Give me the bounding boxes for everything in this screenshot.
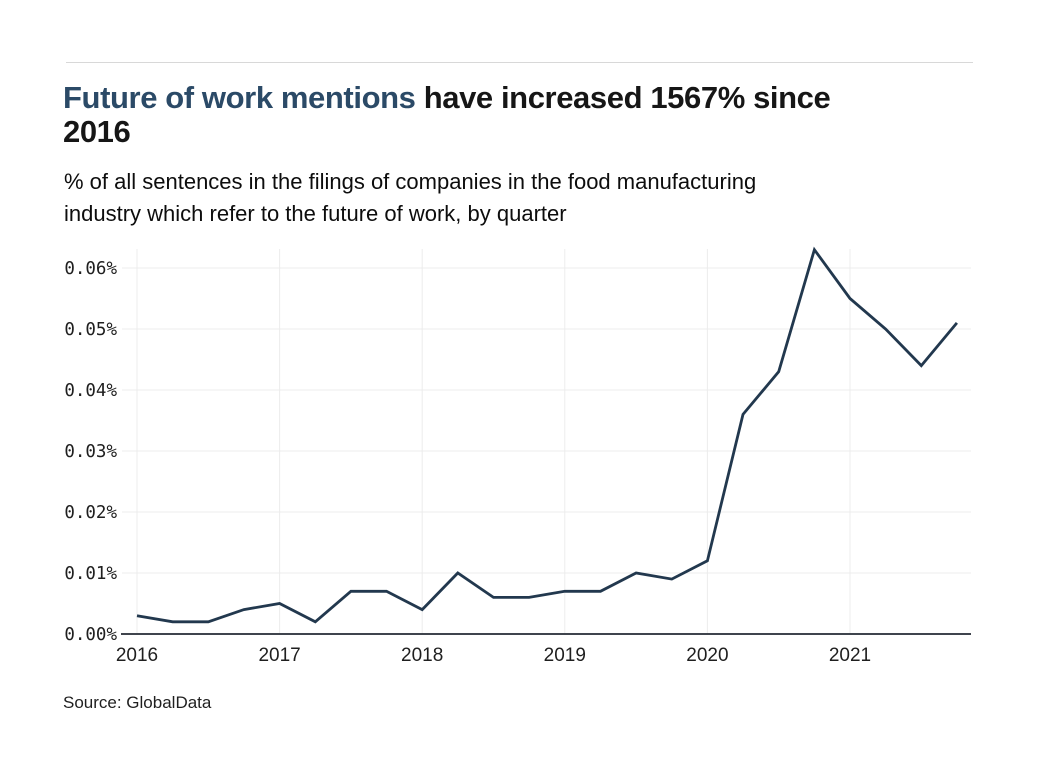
- y-axis-tick-label: 0.05%: [64, 320, 117, 340]
- source-attribution: Source: GlobalData: [63, 693, 212, 712]
- data-line-series: [136, 246, 958, 624]
- y-axis-tick-label: 0.01%: [64, 564, 117, 584]
- chart-title-rest: have increased 1567% since: [415, 80, 831, 115]
- chart-subtitle: % of all sentences in the filings of com…: [64, 166, 964, 229]
- chart-subtitle-line2: industry which refer to the future of wo…: [64, 200, 567, 226]
- x-axis-tick-label: 2021: [829, 645, 871, 666]
- y-axis-tick-label: 0.02%: [64, 503, 117, 523]
- y-axis-tick-label: 0.04%: [64, 381, 117, 401]
- y-axis-tick-label: 0.00%: [64, 625, 117, 645]
- y-axis-tick-label: 0.03%: [64, 442, 117, 462]
- chart-title-line2: 2016: [63, 114, 131, 149]
- x-axis-tick-label: 2020: [686, 645, 728, 666]
- chart-title: Future of work mentions have increased 1…: [63, 81, 943, 149]
- y-axis-tick-label: 0.06%: [64, 259, 117, 279]
- top-divider: [66, 62, 973, 63]
- x-axis-tick-label: 2019: [544, 645, 586, 666]
- x-axis-tick-label: 2016: [116, 645, 158, 666]
- x-axis-tick-label: 2017: [258, 645, 300, 666]
- chart-subtitle-line1: % of all sentences in the filings of com…: [64, 169, 757, 194]
- x-axis-tick-label: 2018: [401, 645, 443, 666]
- chart-title-highlight: Future of work mentions: [63, 80, 416, 115]
